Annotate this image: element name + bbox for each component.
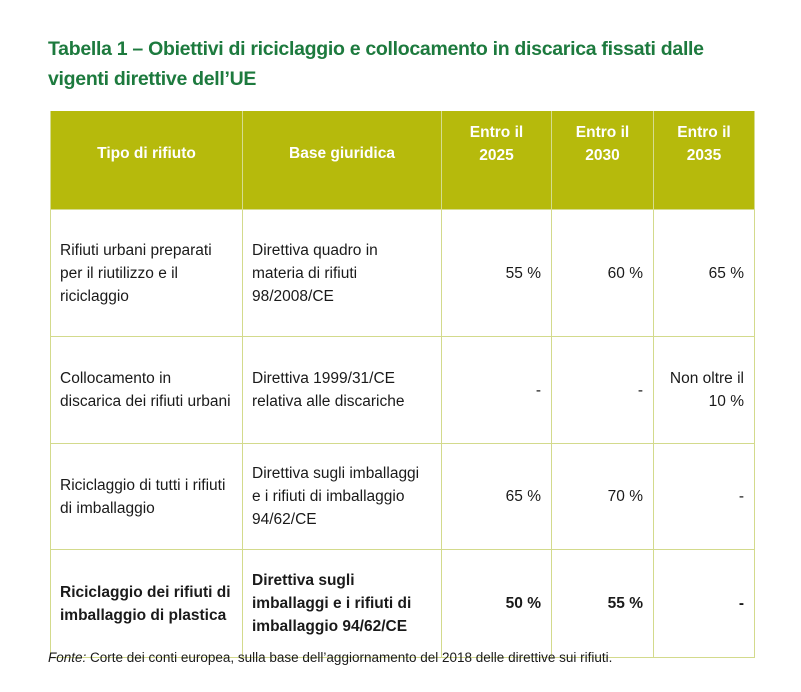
cell-waste-type: Riciclaggio dei rifiuti di imballaggio d… [50, 549, 243, 658]
cell-2030: 60 % [551, 209, 654, 337]
cell-2035: Non oltre il 10 % [653, 336, 755, 444]
table-header-row: Tipo di rifiuto Base giuridica Entro il … [50, 111, 755, 210]
cell-waste-type: Collocamento in discarica dei rifiuti ur… [50, 336, 243, 444]
header-2025-line1: Entro il [469, 124, 524, 141]
table-row: Rifiuti urbani preparati per il riutiliz… [50, 209, 755, 337]
cell-2025: - [441, 336, 552, 444]
table-title: Tabella 1 – Obiettivi di riciclaggio e c… [48, 38, 704, 90]
table-row: Riciclaggio di tutti i rifiuti di imball… [50, 443, 755, 550]
source-note: Fonte: Corte dei conti europea, sulla ba… [48, 649, 612, 667]
source-text: Corte dei conti europea, sulla base dell… [86, 650, 613, 665]
header-2030-line2: 2030 [585, 147, 620, 164]
source-label: Fonte: [48, 650, 87, 665]
header-waste-type: Tipo di rifiuto [50, 111, 243, 210]
eu-targets-table: Tipo di rifiuto Base giuridica Entro il … [50, 111, 755, 658]
cell-2030: 70 % [551, 443, 654, 550]
cell-legal-basis: Direttiva 1999/31/CE relativa alle disca… [242, 336, 442, 444]
cell-2025: 65 % [441, 443, 552, 550]
table-row-highlighted: Riciclaggio dei rifiuti di imballaggio d… [50, 549, 755, 658]
header-2035-line1: Entro il [677, 124, 731, 141]
cell-2025: 50 % [441, 549, 552, 658]
header-2030: Entro il 2030 [551, 111, 654, 210]
cell-legal-basis: Direttiva quadro in materia di rifiuti 9… [242, 209, 442, 337]
cell-waste-type: Riciclaggio di tutti i rifiuti di imball… [50, 443, 243, 550]
cell-2035: 65 % [653, 209, 755, 337]
cell-2030: 55 % [551, 549, 654, 658]
cell-legal-basis: Direttiva sugli imballaggi e i rifiuti d… [242, 443, 442, 550]
header-2030-line1: Entro il [575, 124, 630, 141]
cell-2030: - [551, 336, 654, 444]
header-legal-basis: Base giuridica [242, 111, 442, 210]
header-2025-line2: 2025 [479, 147, 514, 164]
cell-waste-type: Rifiuti urbani preparati per il riutiliz… [50, 209, 243, 337]
table-row: Collocamento in discarica dei rifiuti ur… [50, 336, 755, 444]
cell-2035: - [653, 549, 755, 658]
header-2035-line2: 2035 [686, 147, 722, 164]
header-2035: Entro il 2035 [653, 111, 755, 210]
cell-2035: - [653, 443, 755, 550]
cell-2025: 55 % [441, 209, 552, 337]
header-2025: Entro il 2025 [441, 111, 552, 210]
cell-legal-basis: Direttiva sugli imballaggi e i rifiuti d… [242, 549, 442, 658]
